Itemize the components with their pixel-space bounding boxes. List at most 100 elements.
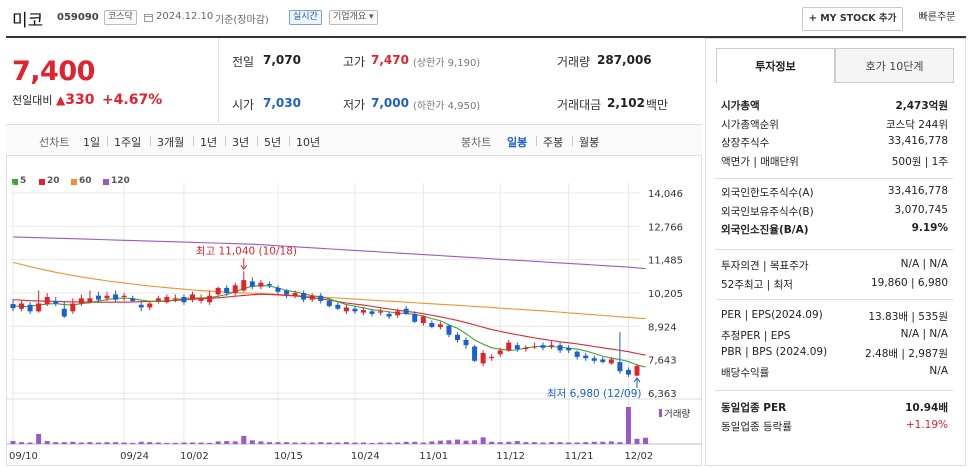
price-change: 전일대비 ▲330 +4.67% xyxy=(12,92,163,108)
y-tick-label: 11,485 xyxy=(648,256,683,267)
volume-bar xyxy=(480,437,486,444)
candle xyxy=(121,295,127,298)
volume-bar xyxy=(301,442,307,444)
x-tick-label: 09/10 xyxy=(9,451,38,462)
volume-bar xyxy=(198,442,204,444)
line-chart-label: 선차트 xyxy=(39,136,70,149)
candle xyxy=(437,324,443,327)
realtime-badge[interactable]: 실시간 xyxy=(289,10,322,25)
company-overview-dropdown[interactable]: 기업개요 ▾ xyxy=(329,10,378,25)
x-tick-label: 10/15 xyxy=(274,451,303,462)
candle xyxy=(557,345,563,351)
tab-candle-2[interactable]: 월봉 xyxy=(579,136,600,149)
high-annotation: 최고 11,040 (10/18) xyxy=(196,245,297,257)
candle xyxy=(480,352,486,364)
volume-bar xyxy=(121,442,127,444)
tab-line-1[interactable]: 1주일 xyxy=(114,136,142,149)
volume-bar xyxy=(634,438,640,444)
info-value: N/A | N/A xyxy=(900,258,948,270)
volume-bar xyxy=(625,407,631,444)
low-arrow-head-icon xyxy=(633,377,641,383)
tab-line-3[interactable]: 1년 xyxy=(200,136,218,149)
tab-line-2[interactable]: 3개월 xyxy=(157,136,185,149)
info-label: 배당수익률 xyxy=(721,366,770,379)
candle xyxy=(164,297,170,303)
volume-bar xyxy=(164,442,170,444)
candle xyxy=(292,293,298,296)
volume-bar xyxy=(600,441,606,444)
low-price: 7,000 xyxy=(371,96,409,110)
x-tick-label: 09/24 xyxy=(120,451,149,462)
volume-bar xyxy=(232,441,238,444)
volume-bar xyxy=(412,441,418,444)
info-label: PER | EPS(2024.09) xyxy=(721,309,823,321)
volume-bar xyxy=(207,442,213,444)
tab-divider xyxy=(225,136,226,146)
volume-bar xyxy=(514,441,520,444)
tab-invest-info[interactable]: 투자정보 xyxy=(716,48,835,83)
info-label: 시가총액순위 xyxy=(721,118,779,131)
info-value: 500원 | 1주 xyxy=(891,155,948,168)
tab-divider xyxy=(257,136,258,146)
open-price: 7,030 xyxy=(263,96,301,110)
info-value: 19,860 | 6,980 xyxy=(870,276,948,289)
volume-bar xyxy=(574,442,580,444)
candle xyxy=(531,346,537,348)
volume-bar xyxy=(275,442,281,444)
tab-line-4[interactable]: 3년 xyxy=(232,136,250,149)
candle xyxy=(395,311,401,316)
candle xyxy=(420,316,426,324)
x-tick-label: 11/21 xyxy=(565,451,594,462)
candle xyxy=(574,351,580,357)
y-tick-label: 14,046 xyxy=(648,189,683,200)
candle xyxy=(27,304,33,312)
volume-bar xyxy=(454,439,460,444)
prev-close: 7,070 xyxy=(263,53,301,67)
candle xyxy=(232,285,238,294)
info-label: 상장주식수 xyxy=(721,137,770,149)
y-tick-label: 12,766 xyxy=(648,222,683,233)
tab-line-5[interactable]: 5년 xyxy=(264,136,282,149)
candle xyxy=(275,287,281,292)
info-label: 외국인한도주식수(A) xyxy=(721,187,814,199)
candle xyxy=(360,310,366,313)
candle xyxy=(617,362,623,372)
stock-code: 059090 xyxy=(57,12,99,23)
volume-bar xyxy=(53,442,59,444)
volume-bar xyxy=(463,440,469,444)
tab-line-0[interactable]: 1일 xyxy=(83,136,101,149)
tab-divider xyxy=(107,136,108,146)
tab-hoga-10[interactable]: 호가 10단계 xyxy=(835,48,954,83)
volume-bar xyxy=(266,442,272,444)
volume-bar xyxy=(643,437,649,444)
quick-order-button[interactable]: 빠른주문 xyxy=(908,7,966,31)
current-price: 7,400 xyxy=(12,56,95,87)
candle xyxy=(224,287,230,294)
volume-bar xyxy=(190,442,196,444)
candle xyxy=(352,308,358,312)
volume-bar xyxy=(181,442,187,444)
candle xyxy=(634,366,640,376)
info-label: 동일업종 등락률 xyxy=(721,420,792,433)
candle xyxy=(523,347,529,350)
tab-candle-0[interactable]: 일봉 xyxy=(507,136,528,149)
volume-bar xyxy=(318,442,324,444)
volume-bar xyxy=(437,440,443,444)
legend-label: 20 xyxy=(47,176,60,186)
volume-bar xyxy=(506,441,512,444)
tab-line-6[interactable]: 10년 xyxy=(296,136,321,149)
volume-bar xyxy=(309,442,315,444)
volume-bar xyxy=(335,442,341,444)
legend-swatch xyxy=(71,179,77,185)
chart-frame xyxy=(6,156,702,466)
my-stock-add-button[interactable]: + MY STOCK 추가 xyxy=(802,7,903,31)
candle xyxy=(369,311,375,314)
tab-divider xyxy=(193,136,194,146)
tab-candle-1[interactable]: 주봉 xyxy=(543,136,564,149)
x-tick-label: 10/02 xyxy=(180,451,209,462)
volume-bar xyxy=(138,441,144,444)
x-tick-label: 12/02 xyxy=(624,451,653,462)
volume-bar xyxy=(523,442,529,444)
info-value: 9.19% xyxy=(911,222,948,234)
